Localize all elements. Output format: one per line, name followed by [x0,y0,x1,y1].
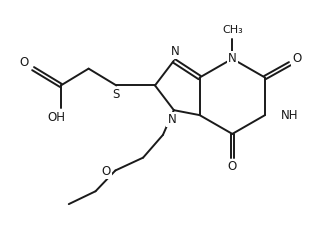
Text: N: N [228,52,237,65]
Text: CH₃: CH₃ [222,25,243,35]
Text: NH: NH [281,108,298,122]
Text: OH: OH [47,110,65,124]
Text: N: N [170,45,179,58]
Text: O: O [20,56,29,69]
Text: O: O [292,52,301,65]
Text: N: N [168,112,176,126]
Text: O: O [102,165,111,178]
Text: S: S [113,88,120,101]
Text: O: O [228,160,237,173]
